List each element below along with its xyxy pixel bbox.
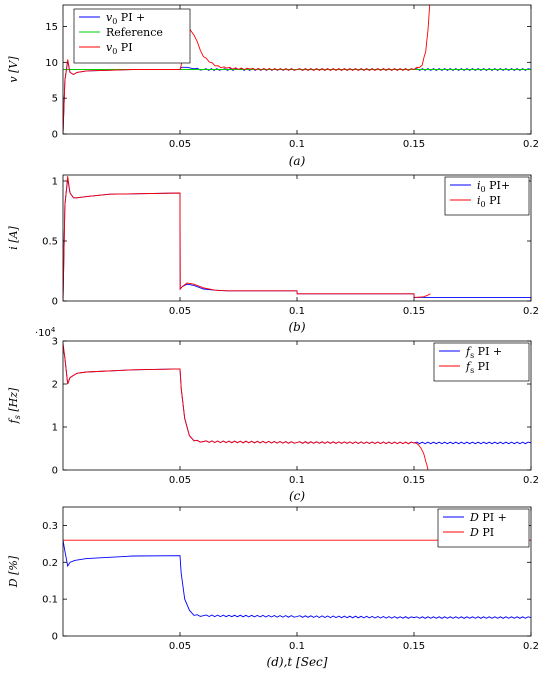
y-tick-label: 3 <box>52 337 58 348</box>
y-tick-label: 0 <box>52 632 58 643</box>
legend-label: v0 PI + <box>106 11 145 26</box>
y-tick-label: 1 <box>52 177 58 188</box>
y-tick-label: 0 <box>52 130 58 141</box>
x-tick-label: 0.15 <box>403 475 425 486</box>
y-tick-label: 15 <box>45 22 58 33</box>
legend-label: v0 PI <box>106 41 133 56</box>
x-tick-label: 0.2 <box>523 306 539 317</box>
y-tick-label: 2 <box>52 380 58 391</box>
y-tick-label: 0 <box>52 466 58 477</box>
panel-caption: (c) <box>289 489 305 503</box>
chart-panel: 0.05 0.1 0.15 0.2 0 0.1 0.2 0.3 D [%] (d),t [Sec]… <box>7 506 539 669</box>
legend-label: D PI + <box>469 511 507 524</box>
y-tick-label: 5 <box>52 94 58 105</box>
y-axis-label: v [V] <box>7 56 20 83</box>
x-tick-label: 0.15 <box>403 139 425 150</box>
y-tick-label: 10 <box>45 58 58 69</box>
y-tick-label: 0.3 <box>42 521 58 532</box>
y-tick-label: 0.2 <box>42 558 58 569</box>
x-tick-label: 0.05 <box>169 306 191 317</box>
y-axis-label: fs [Hz] <box>7 387 22 424</box>
legend-box <box>437 508 530 548</box>
series-line <box>63 176 431 301</box>
series-line <box>63 60 531 134</box>
series-line <box>63 5 431 134</box>
legend-label: Reference <box>106 26 163 39</box>
y-tick-label: 0.1 <box>42 595 58 606</box>
y-tick-label: 1 <box>52 423 58 434</box>
legend-box <box>73 8 191 64</box>
y-axis-label: i [A] <box>7 226 20 250</box>
y-scale-note: ·104 <box>35 326 56 339</box>
panel-caption: (d),t [Sec] <box>267 655 328 669</box>
x-tick-label: 0.1 <box>289 139 305 150</box>
panel-caption: (b) <box>288 320 305 334</box>
x-tick-label: 0.05 <box>169 641 191 652</box>
x-tick-label: 0.1 <box>289 306 305 317</box>
x-tick-label: 0.2 <box>523 475 539 486</box>
legend-label: fs PI + <box>465 345 502 360</box>
legend-label: i0 PI <box>477 194 501 209</box>
x-tick-label: 0.1 <box>289 641 305 652</box>
x-tick-label: 0.15 <box>403 306 425 317</box>
series-line <box>63 540 531 619</box>
legend-label: fs PI <box>465 360 489 375</box>
chart-panel: 0.05 0.1 0.15 0.2 0 0.5 1 i [A] (b) i0 PI+i0 PI <box>7 174 539 334</box>
y-tick-label: 0 <box>52 297 58 308</box>
x-tick-label: 0.2 <box>523 139 539 150</box>
x-tick-label: 0.2 <box>523 641 539 652</box>
x-tick-label: 0.15 <box>403 641 425 652</box>
y-tick-label: 0.5 <box>42 237 58 248</box>
legend-label: i0 PI+ <box>477 179 510 194</box>
x-tick-label: 0.05 <box>169 475 191 486</box>
x-tick-label: 0.05 <box>169 139 191 150</box>
legend-box <box>433 342 530 382</box>
legend-label: D PI <box>469 526 494 539</box>
panel-caption: (a) <box>289 154 306 168</box>
chart-panel: 0.05 0.1 0.15 0.2 0 5 10 15 v [V] (a) v0 PI +Refer… <box>7 4 539 168</box>
x-tick-label: 0.1 <box>289 475 305 486</box>
legend-box <box>444 176 530 216</box>
y-axis-label: D [%] <box>7 555 20 588</box>
chart-panel: 0.05 0.1 0.15 0.2 0 1 2 3 fs [Hz] ·104 (c) fs PI +f… <box>7 326 539 503</box>
series-line <box>63 343 429 470</box>
